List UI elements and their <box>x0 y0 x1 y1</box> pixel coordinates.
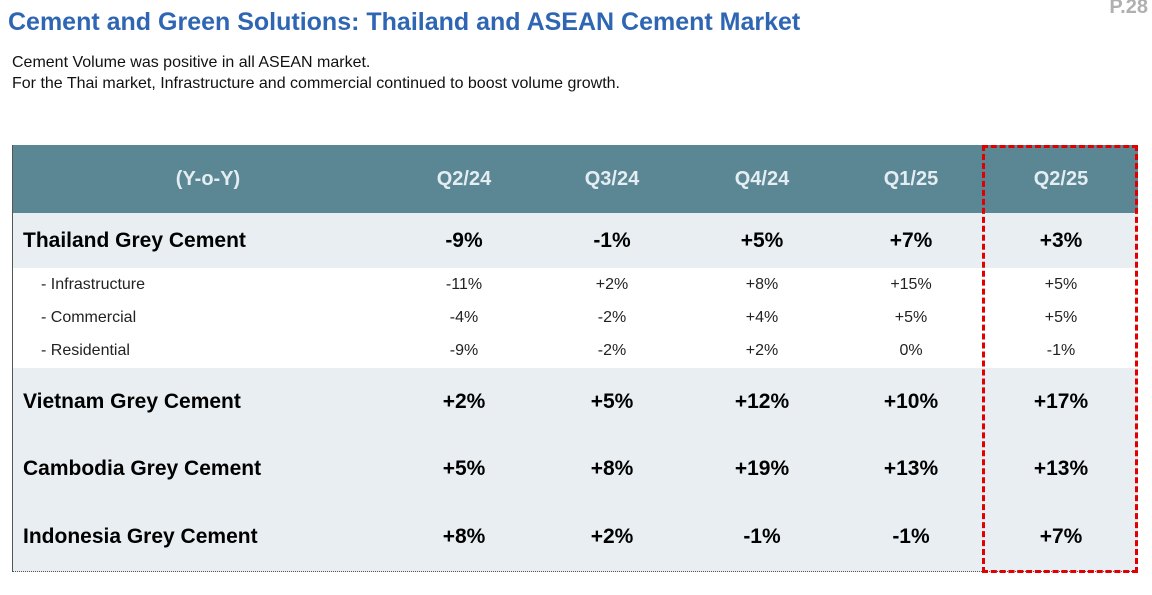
header-cell: Q2/24 <box>436 167 492 190</box>
value-cell: +7% <box>889 228 933 252</box>
value-cell: +8% <box>442 525 486 548</box>
value-cell: 0% <box>899 342 923 359</box>
header-cell: Q1/25 <box>883 167 939 190</box>
value-cell: +13% <box>1033 457 1089 480</box>
value-cell: +10% <box>883 389 939 413</box>
table-row: - Commercial -4% -2% +4% +5% +5% <box>13 301 1138 334</box>
slide-title: Cement and Green Solutions: Thailand and… <box>8 8 801 36</box>
value-cell: +19% <box>734 457 790 480</box>
header-row: (Y-o-Y) Q2/24 Q3/24 Q4/24 Q1/25 Q2/25 <box>13 145 1138 214</box>
row-label: Indonesia Grey Cement <box>23 525 258 548</box>
value-cell: +7% <box>1039 525 1083 548</box>
value-cell: -2% <box>597 308 627 326</box>
value-cell: +5% <box>740 228 784 252</box>
row-label: - Commercial <box>41 308 137 326</box>
value-cell: -1% <box>743 525 781 548</box>
value-cell: +17% <box>1033 389 1089 413</box>
value-cell: +2% <box>590 525 634 548</box>
header-cell: Q4/24 <box>734 167 790 190</box>
summary-line: Cement Volume was positive in all ASEAN … <box>12 54 371 71</box>
row-label: - Residential <box>41 342 130 359</box>
value-cell: +3% <box>1039 228 1083 252</box>
value-cell: -9% <box>445 228 483 252</box>
row-label: Thailand Grey Cement <box>23 228 246 252</box>
value-cell: +12% <box>734 389 790 413</box>
value-cell: -9% <box>449 342 479 359</box>
header-cell: (Y-o-Y) <box>175 167 241 190</box>
header-cell: Q3/24 <box>584 167 640 190</box>
summary-line: For the Thai market, Infrastructure and … <box>12 75 620 92</box>
value-cell: -4% <box>449 308 479 326</box>
value-cell: +8% <box>745 275 779 293</box>
value-cell: +13% <box>883 457 939 480</box>
value-cell: -1% <box>593 228 631 252</box>
value-cell: +2% <box>595 275 629 293</box>
value-cell: +2% <box>442 389 486 413</box>
value-cell: +4% <box>745 308 779 326</box>
value-cell: -1% <box>892 525 930 548</box>
page-number: P.28 <box>1109 0 1148 18</box>
value-cell: +5% <box>894 308 928 326</box>
row-label: Cambodia Grey Cement <box>23 457 262 480</box>
value-cell: +5% <box>1044 308 1078 326</box>
row-label: Vietnam Grey Cement <box>23 389 241 413</box>
table-row: Thailand Grey Cement -9% -1% +5% +7% +3% <box>13 213 1138 269</box>
value-cell: +5% <box>1044 275 1078 293</box>
table: (Y-o-Y) Q2/24 Q3/24 Q4/24 Q1/25 Q2/25 Thailand… <box>12 145 1138 572</box>
table-row: - Infrastructure -11% +2% +8% +15% +5% <box>13 268 1138 301</box>
table-row: Vietnam Grey Cement +2% +5% +12% +10% +17% <box>13 368 1138 436</box>
table-row: Cambodia Grey Cement +5% +8% +19% +13% +13% <box>13 435 1138 504</box>
header-cell: Q2/25 <box>1033 167 1089 190</box>
value-cell: +5% <box>442 457 486 480</box>
table-row: Indonesia Grey Cement +8% +2% -1% -1% +7% <box>13 503 1138 572</box>
value-cell: -11% <box>445 275 483 293</box>
table-row: - Residential -9% -2% +2% 0% -1% <box>13 334 1138 368</box>
value-cell: -1% <box>1046 342 1076 359</box>
value-cell: +5% <box>590 389 634 413</box>
value-cell: -2% <box>597 342 627 359</box>
value-cell: +15% <box>890 275 932 293</box>
value-cell: +2% <box>745 342 779 359</box>
value-cell: +8% <box>590 457 634 480</box>
highlight-box <box>982 145 1138 573</box>
row-label: - Infrastructure <box>41 275 146 293</box>
